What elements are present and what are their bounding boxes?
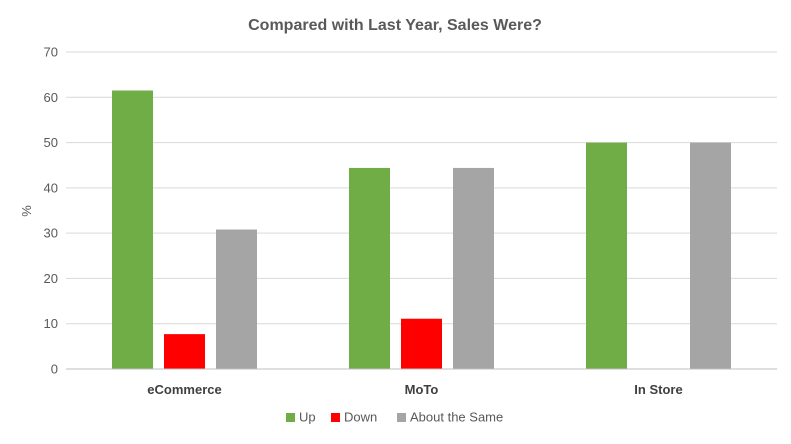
chart-title: Compared with Last Year, Sales Were? <box>248 17 542 34</box>
legend-label: Down <box>344 410 377 425</box>
x-category-label: In Store <box>634 382 682 397</box>
legend-label: About the Same <box>410 410 503 425</box>
y-tick-label: 40 <box>44 180 58 195</box>
bar-moto-up <box>349 167 390 369</box>
legend-label: Up <box>299 410 316 425</box>
legend-swatch <box>286 413 295 422</box>
bars <box>112 90 731 369</box>
x-category-label: MoTo <box>405 382 439 397</box>
gridlines <box>66 51 777 325</box>
y-axis-ticks: 0 10 20 30 40 50 60 70 <box>44 45 58 377</box>
bar-in-store-about-the-same <box>690 142 731 369</box>
y-tick-label: 70 <box>44 45 58 60</box>
legend-swatch <box>331 413 340 422</box>
bar-ecommerce-about-the-same <box>216 229 257 369</box>
y-tick-label: 20 <box>44 271 58 286</box>
bar-ecommerce-down <box>164 334 205 369</box>
bar-moto-about-the-same <box>453 167 494 369</box>
x-category-label: eCommerce <box>147 382 221 397</box>
legend: Up Down About the Same <box>286 410 503 425</box>
y-axis-label: % <box>19 205 34 217</box>
y-tick-label: 0 <box>51 362 58 377</box>
bar-in-store-up <box>586 142 627 369</box>
y-tick-label: 30 <box>44 226 58 241</box>
y-tick-label: 50 <box>44 135 58 150</box>
y-tick-label: 10 <box>44 316 58 331</box>
x-axis-categories: eCommerce MoTo In Store <box>147 382 682 397</box>
bar-ecommerce-up <box>112 90 153 369</box>
y-tick-label: 60 <box>44 90 58 105</box>
bar-moto-down <box>401 318 442 369</box>
legend-swatch <box>397 413 406 422</box>
